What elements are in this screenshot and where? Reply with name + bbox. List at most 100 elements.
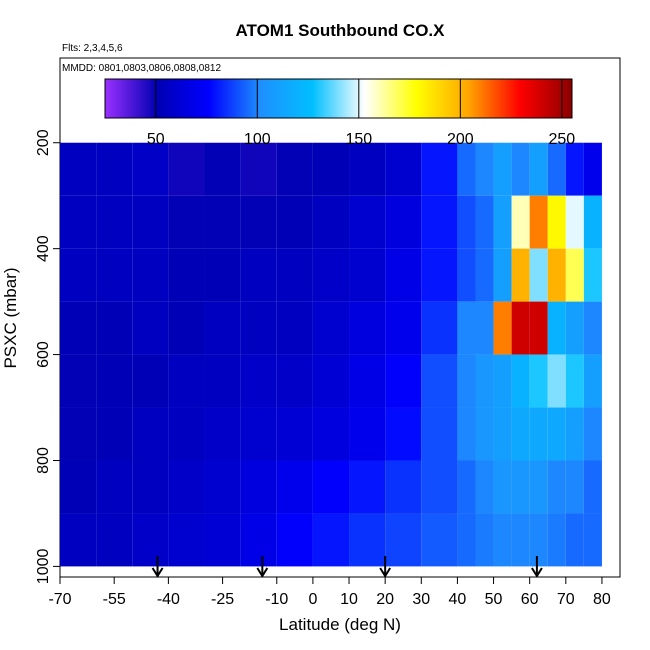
x-axis-label: Latitude (deg N) bbox=[279, 615, 401, 634]
heatmap-cell bbox=[385, 248, 422, 302]
heatmap-cell bbox=[276, 195, 313, 249]
heatmap-cell bbox=[385, 354, 422, 408]
heatmap-cell bbox=[475, 142, 494, 196]
colorbar-tick-label: 50 bbox=[147, 131, 165, 148]
heatmap-cell bbox=[421, 301, 458, 355]
heatmap-cell bbox=[475, 248, 494, 302]
heatmap-cell bbox=[60, 407, 97, 461]
x-tick-label: 40 bbox=[449, 591, 467, 608]
heatmap-cell bbox=[385, 195, 422, 249]
heatmap-cell bbox=[475, 460, 494, 514]
heatmap-cell bbox=[312, 407, 350, 461]
heatmap-cell bbox=[60, 513, 97, 567]
heatmap-cell bbox=[168, 460, 205, 514]
colorbar-tick-label: 250 bbox=[548, 131, 575, 148]
heatmap-cell bbox=[204, 460, 241, 514]
colorbar: 50 100 150 200 250 bbox=[104, 78, 575, 148]
x-tick-label: 70 bbox=[557, 591, 575, 608]
heatmap-cell bbox=[511, 301, 530, 355]
heatmap-cell bbox=[547, 142, 566, 196]
heatmap-cell bbox=[529, 460, 548, 514]
heatmap-cell bbox=[529, 407, 548, 461]
heatmap-cell bbox=[421, 407, 458, 461]
dates-note: MMDD: 0801,0803,0806,0808,0812 bbox=[62, 63, 221, 74]
heatmap-cell bbox=[583, 513, 602, 567]
heatmap-cell bbox=[60, 460, 97, 514]
heatmap-cell bbox=[457, 301, 476, 355]
heatmap-cell bbox=[168, 513, 205, 567]
heatmap-cell bbox=[583, 248, 602, 302]
heatmap-cell bbox=[385, 301, 422, 355]
heatmap-cell bbox=[168, 407, 205, 461]
heatmap-cell bbox=[547, 248, 566, 302]
colorbar-tick-label: 100 bbox=[244, 131, 271, 148]
heatmap-cell bbox=[493, 407, 512, 461]
heatmap-cell bbox=[168, 301, 205, 355]
heatmap-cell bbox=[457, 460, 476, 514]
heatmap-cell bbox=[565, 354, 584, 408]
profile-arrow bbox=[151, 556, 164, 578]
colorbar-tick-label: 150 bbox=[345, 131, 372, 148]
heatmap-cell bbox=[276, 248, 313, 302]
colorbar-gradient bbox=[104, 78, 573, 119]
heatmap-cell bbox=[240, 354, 277, 408]
heatmap-cell bbox=[547, 195, 566, 249]
heatmap-cell bbox=[349, 513, 386, 567]
heatmap-cell bbox=[60, 195, 97, 249]
y-tick-label: 400 bbox=[35, 235, 52, 262]
heatmap-cell bbox=[204, 301, 241, 355]
y-tick-label: 200 bbox=[35, 129, 52, 156]
heatmap-cell bbox=[565, 407, 584, 461]
heatmap-cell bbox=[240, 513, 277, 567]
heatmap-cell bbox=[349, 248, 386, 302]
heatmap-cell bbox=[312, 142, 350, 196]
heatmap-cell bbox=[168, 195, 205, 249]
heatmap-cell bbox=[349, 301, 386, 355]
heatmap-cell bbox=[96, 248, 133, 302]
profile-arrow bbox=[379, 556, 392, 578]
heatmap-cell bbox=[421, 142, 458, 196]
heatmap-cell bbox=[240, 407, 277, 461]
chart-title: ATOM1 Southbound CO.X bbox=[235, 21, 445, 40]
heatmap-cell bbox=[547, 354, 566, 408]
y-axis: 200 400 600 800 1000 bbox=[35, 129, 60, 584]
heatmap-cell bbox=[529, 142, 548, 196]
heatmap-cell bbox=[312, 354, 350, 408]
heatmap-cell bbox=[511, 142, 530, 196]
x-axis: -70 -55 -40 -25 -10 0 10 20 30 40 50 60 70 80 bbox=[48, 577, 611, 608]
heatmap-cell bbox=[583, 195, 602, 249]
x-tick-label: 60 bbox=[521, 591, 539, 608]
heatmap-cell bbox=[583, 460, 602, 514]
heatmap-cell bbox=[385, 460, 422, 514]
y-tick-label: 800 bbox=[35, 447, 52, 474]
heatmap-cell bbox=[493, 301, 512, 355]
heatmap-cell bbox=[529, 354, 548, 408]
heatmap-cell bbox=[421, 354, 458, 408]
heatmap-cell bbox=[276, 513, 313, 567]
heatmap-cell bbox=[493, 195, 512, 249]
heatmap-cell bbox=[204, 195, 241, 249]
heatmap-cell bbox=[276, 354, 313, 408]
y-tick-label: 1000 bbox=[35, 549, 52, 585]
heatmap-cell bbox=[385, 142, 422, 196]
heatmap-cell bbox=[475, 354, 494, 408]
heatmap-cell bbox=[565, 142, 584, 196]
x-tick-label: -40 bbox=[157, 591, 180, 608]
heatmap-cell bbox=[421, 195, 458, 249]
heatmap-cell bbox=[565, 460, 584, 514]
heatmap-cell bbox=[475, 513, 494, 567]
x-tick-label: -10 bbox=[265, 591, 288, 608]
heatmap-cell bbox=[583, 142, 602, 196]
heatmap-cell bbox=[132, 354, 169, 408]
heatmap-cell bbox=[475, 407, 494, 461]
heatmap-cell bbox=[132, 513, 169, 567]
heatmap-cell bbox=[60, 301, 97, 355]
heatmap-cell bbox=[547, 513, 566, 567]
heatmap-cell bbox=[96, 142, 133, 196]
heatmap-cell bbox=[96, 195, 133, 249]
heatmap-cell bbox=[132, 301, 169, 355]
heatmap-cell bbox=[547, 301, 566, 355]
heatmap-cell bbox=[240, 460, 277, 514]
heatmap-cell bbox=[511, 248, 530, 302]
